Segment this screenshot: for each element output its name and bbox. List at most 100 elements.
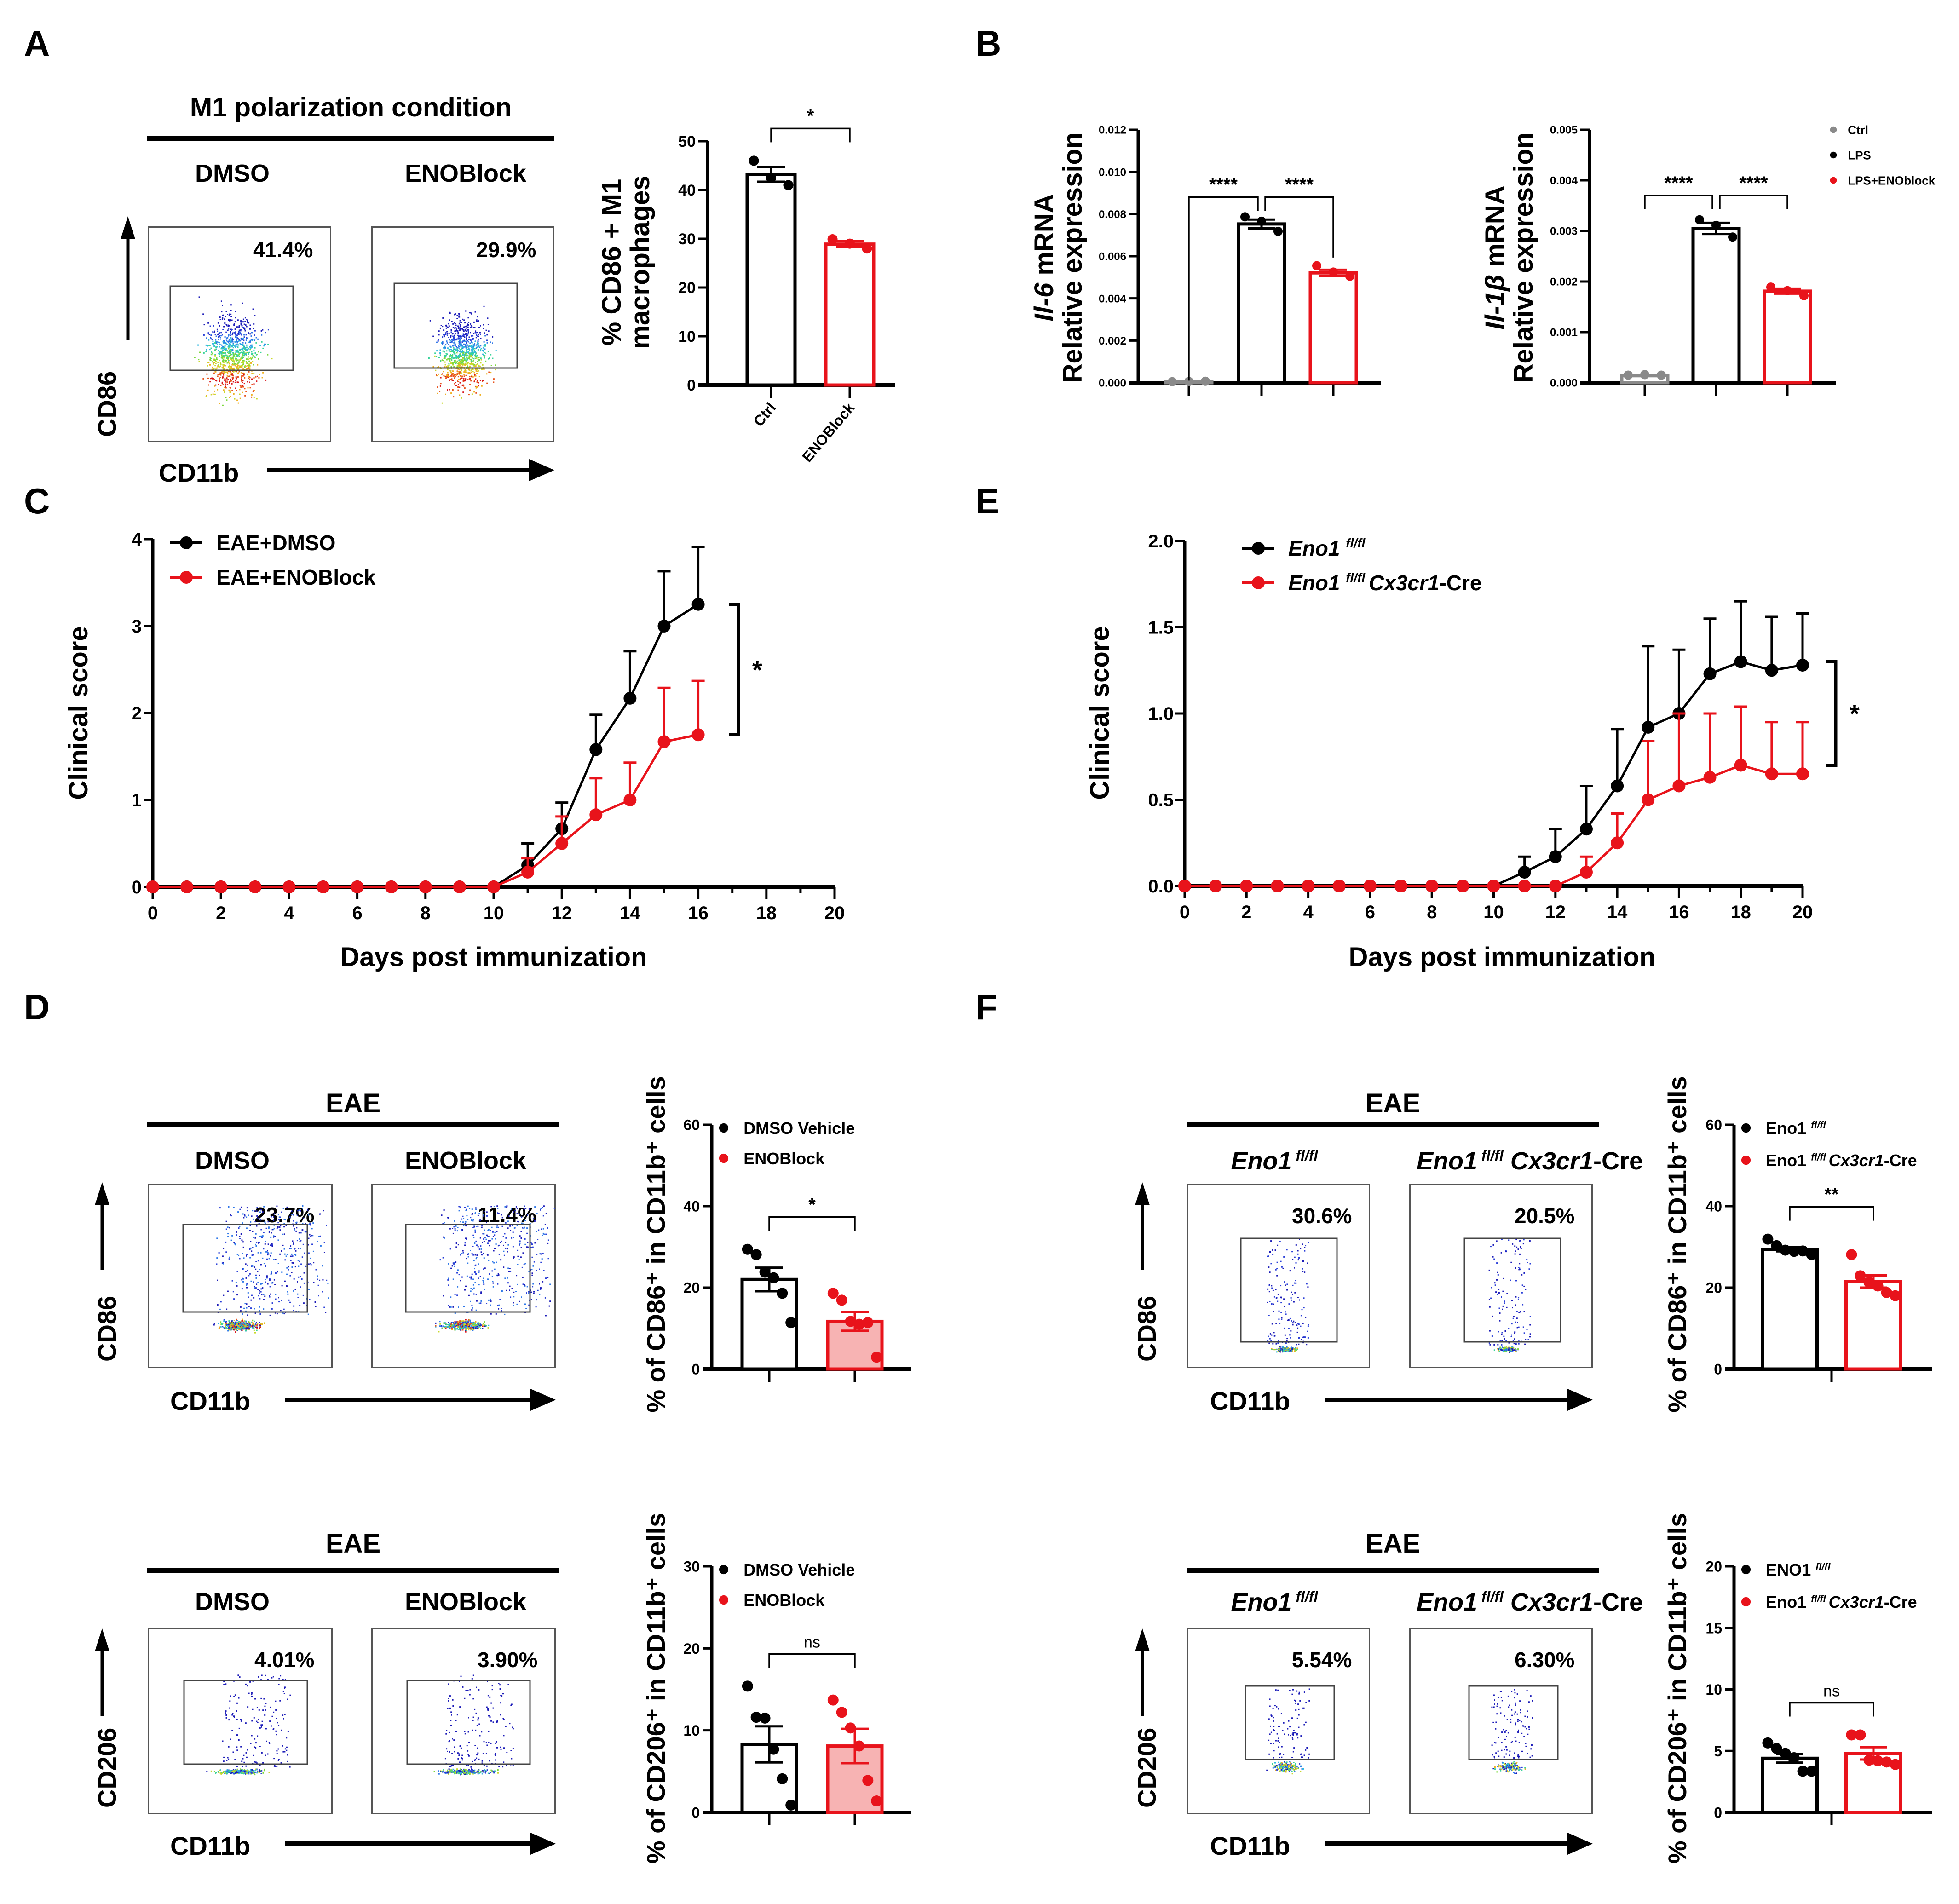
event-dot — [252, 339, 254, 341]
event-dot — [244, 388, 246, 390]
event-dot — [236, 326, 238, 328]
event-dot — [250, 1769, 252, 1771]
event-dot — [263, 1232, 265, 1233]
event-dot — [486, 1211, 488, 1213]
event-dot — [230, 357, 232, 359]
event-dot — [267, 1250, 268, 1252]
event-dot — [232, 344, 234, 346]
event-dot — [254, 1210, 256, 1212]
event-dot — [221, 311, 223, 313]
event-dot — [1291, 1350, 1293, 1352]
event-dot — [1505, 1351, 1507, 1352]
event-dot — [1283, 1256, 1285, 1258]
event-dot — [495, 1238, 496, 1240]
event-dot — [464, 340, 466, 342]
event-dot — [483, 1283, 485, 1285]
event-dot — [236, 358, 237, 360]
event-dot — [471, 1219, 472, 1221]
event-dot — [450, 1765, 452, 1766]
event-dot — [1498, 1348, 1500, 1350]
event-dot — [472, 352, 473, 354]
genotype-sup: fl/fl — [1291, 1147, 1318, 1164]
event-dot — [242, 1772, 244, 1774]
event-dot — [461, 362, 462, 364]
event-dot — [229, 381, 230, 383]
event-dot — [1526, 1329, 1528, 1330]
event-dot — [261, 334, 263, 336]
arrow-head-right-icon — [529, 459, 554, 481]
event-dot — [455, 382, 456, 384]
event-dot — [475, 332, 477, 334]
event-dot — [243, 383, 245, 385]
event-dot — [318, 1236, 320, 1237]
event-dot — [482, 1325, 484, 1327]
event-dot — [236, 1285, 238, 1287]
event-dot — [482, 380, 484, 381]
event-dot — [1500, 1347, 1502, 1349]
event-dot — [284, 1259, 286, 1261]
event-dot — [436, 374, 437, 376]
event-dot — [274, 1312, 276, 1314]
event-dot — [455, 329, 457, 331]
event-dot — [229, 343, 230, 345]
event-dot — [489, 357, 490, 359]
event-dot — [226, 350, 228, 352]
event-dot — [308, 1263, 310, 1265]
event-dot — [457, 347, 459, 349]
event-dot — [492, 1286, 494, 1288]
event-dot — [216, 341, 218, 343]
event-dot — [230, 1214, 231, 1216]
event-dot — [244, 1325, 246, 1327]
event-dot — [231, 1280, 233, 1282]
event-dot — [286, 1273, 288, 1275]
event-dot — [223, 1294, 225, 1296]
event-dot — [535, 1306, 537, 1308]
event-dot — [308, 1252, 310, 1254]
event-dot — [465, 1221, 467, 1223]
event-dot — [208, 334, 210, 335]
flow-plot-frame — [1409, 1628, 1593, 1814]
event-dot — [1296, 1331, 1298, 1333]
event-dot — [1517, 1322, 1518, 1323]
event-dot — [494, 1248, 496, 1249]
event-dot — [545, 1315, 547, 1317]
event-dot — [472, 1246, 474, 1247]
event-dot — [458, 380, 460, 382]
event-dot — [461, 1757, 462, 1759]
event-dot — [242, 385, 244, 387]
event-dot — [234, 1694, 236, 1696]
event-dot — [279, 1700, 281, 1702]
event-dot — [225, 331, 227, 333]
event-dot — [279, 1216, 281, 1218]
event-dot — [242, 344, 244, 345]
event-dot — [232, 377, 234, 379]
event-dot — [299, 1305, 301, 1306]
event-dot — [286, 1254, 288, 1255]
event-dot — [1268, 1335, 1269, 1337]
event-dot — [212, 378, 214, 380]
event-dot — [470, 345, 472, 347]
event-dot — [1281, 1348, 1283, 1350]
event-dot — [461, 1324, 463, 1326]
event-dot — [230, 350, 231, 352]
event-dot — [236, 1719, 238, 1720]
event-dot — [1515, 1280, 1517, 1282]
event-dot — [236, 1326, 238, 1327]
event-dot — [469, 378, 471, 380]
event-dot — [302, 1294, 304, 1296]
event-dot — [248, 332, 249, 334]
event-dot — [227, 1236, 229, 1237]
event-dot — [469, 342, 471, 344]
event-dot — [470, 1217, 472, 1219]
event-dot — [440, 325, 442, 326]
event-dot — [205, 344, 207, 346]
condition-label: ENOBlock — [404, 1147, 527, 1174]
event-dot — [438, 330, 440, 332]
event-dot — [454, 1265, 455, 1267]
event-dot — [237, 365, 239, 367]
event-dot — [450, 1327, 452, 1328]
event-dot — [269, 1279, 271, 1281]
event-dot — [229, 346, 231, 348]
event-dot — [462, 1322, 464, 1324]
event-dot — [515, 1206, 517, 1208]
